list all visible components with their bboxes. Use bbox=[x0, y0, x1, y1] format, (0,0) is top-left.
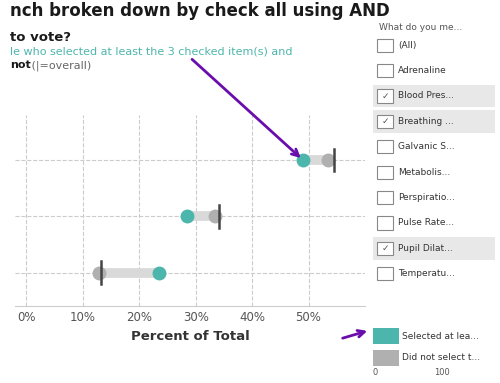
Bar bbox=[378, 242, 394, 255]
Text: not: not bbox=[10, 60, 31, 70]
Bar bbox=[372, 262, 495, 285]
Text: ✓: ✓ bbox=[382, 244, 389, 253]
Bar bbox=[378, 115, 394, 128]
Text: Blood Pres...: Blood Pres... bbox=[398, 92, 454, 100]
Bar bbox=[372, 350, 400, 366]
Text: Temperatu...: Temperatu... bbox=[398, 269, 455, 278]
Text: What do you me...: What do you me... bbox=[378, 23, 462, 32]
Text: ✓: ✓ bbox=[382, 117, 389, 126]
Bar bbox=[372, 237, 495, 260]
Bar bbox=[372, 59, 495, 82]
Text: Galvanic S...: Galvanic S... bbox=[398, 142, 455, 151]
Bar bbox=[378, 267, 394, 280]
Bar bbox=[378, 216, 394, 229]
Text: Breathing ...: Breathing ... bbox=[398, 117, 454, 126]
Text: Selected at lea...: Selected at lea... bbox=[402, 332, 479, 341]
Text: Adrenaline: Adrenaline bbox=[398, 66, 447, 75]
Bar bbox=[378, 165, 394, 179]
Bar bbox=[372, 85, 495, 107]
Text: ✓: ✓ bbox=[382, 92, 389, 100]
Bar bbox=[372, 110, 495, 133]
Bar bbox=[372, 135, 495, 158]
Bar bbox=[378, 64, 394, 77]
Text: 100: 100 bbox=[434, 368, 450, 376]
Text: to vote?: to vote? bbox=[10, 31, 71, 44]
Text: Perspiratio...: Perspiratio... bbox=[398, 193, 455, 202]
Text: Pupil Dilat...: Pupil Dilat... bbox=[398, 244, 453, 253]
Bar bbox=[378, 89, 394, 103]
Text: (|=overall): (|=overall) bbox=[28, 60, 91, 70]
Text: le who selected at least the 3 checked item(s) and: le who selected at least the 3 checked i… bbox=[10, 47, 292, 57]
Text: 0: 0 bbox=[372, 368, 378, 376]
Text: Did not select t...: Did not select t... bbox=[402, 353, 480, 362]
Bar bbox=[378, 191, 394, 204]
Bar bbox=[372, 211, 495, 234]
Text: Pulse Rate...: Pulse Rate... bbox=[398, 218, 454, 228]
Bar bbox=[372, 161, 495, 183]
Text: Metabolis...: Metabolis... bbox=[398, 168, 450, 177]
X-axis label: Percent of Total: Percent of Total bbox=[130, 330, 250, 343]
Bar bbox=[372, 34, 495, 57]
Bar bbox=[378, 39, 394, 52]
Bar bbox=[372, 186, 495, 209]
Bar bbox=[378, 140, 394, 153]
Bar bbox=[372, 328, 400, 344]
Text: nch broken down by check all using AND: nch broken down by check all using AND bbox=[10, 2, 390, 20]
Text: (All): (All) bbox=[398, 41, 416, 50]
